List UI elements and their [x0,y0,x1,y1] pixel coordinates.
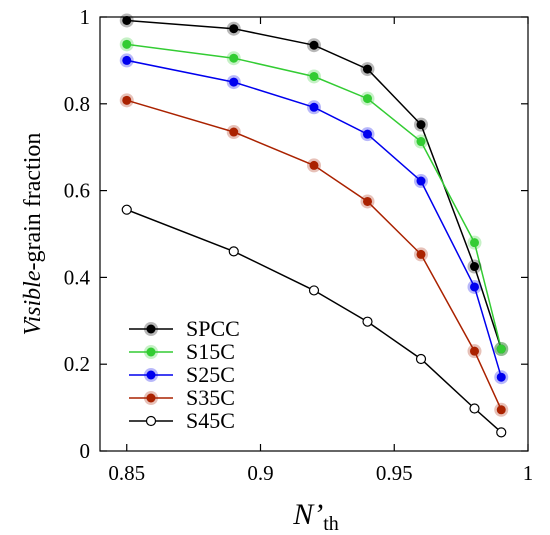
legend-marker [146,370,156,380]
series-line-S15C [126,43,503,350]
data-point-S15C [229,53,239,63]
data-point-S15C [416,137,426,147]
data-point-S35C [229,127,239,137]
data-point-SPCC [309,40,319,50]
legend-marker [145,415,157,427]
data-point-S25C [363,129,372,139]
data-point-S25C [496,372,506,382]
y-tick-label: 0.4 [64,265,91,289]
plot-frame [99,16,529,452]
data-point-SPCC [470,262,479,272]
legend-marker [146,347,156,357]
data-point-S15C [496,344,506,354]
data-point-S25C [229,77,239,87]
data-point-S45C [469,403,480,414]
data-point-S35C [363,196,372,206]
data-point-S35C [416,249,426,259]
data-point-SPCC [363,64,372,74]
y-axis-title: Visible-grain fraction [20,133,46,336]
x-tick-label: 0.9 [247,461,273,485]
x-axis-title: N’th [292,498,339,535]
data-point-S15C [363,94,372,104]
series-markers [119,13,509,438]
data-point-SPCC [122,15,132,25]
axis-ticks: 0.85 0.9 0.95 1 0 0.2 0.4 0.6 0.8 1 [64,5,534,485]
series-line-S45C [126,209,502,433]
y-tick-label: 1 [80,5,91,29]
data-point-S15C [470,238,479,248]
data-point-S35C [122,95,132,105]
legend-label: SPCC [186,316,240,341]
data-point-S25C [122,55,132,65]
data-point-S45C [308,285,320,296]
data-point-S45C [362,316,373,327]
data-point-S45C [121,204,132,215]
data-point-S25C [309,102,319,112]
data-point-S15C [309,71,319,81]
legend-label: S45C [186,408,235,433]
x-tick-label: 0.85 [108,461,145,485]
data-point-S45C [496,427,507,438]
series-line-S35C [126,99,502,411]
data-point-S15C [122,39,132,49]
data-point-S45C [228,246,239,257]
data-point-SPCC [229,24,239,34]
legend-marker [146,324,156,334]
data-point-S25C [416,176,426,186]
y-tick-label: 0.6 [64,179,90,203]
data-point-S25C [470,282,479,292]
legend-marker [146,393,156,403]
data-point-S35C [496,405,506,415]
x-tick-label: 1 [523,461,534,485]
y-tick-label: 0.8 [64,92,90,116]
x-tick-label: 0.95 [376,461,413,485]
legend-label: S25C [186,362,235,387]
data-point-S45C [415,353,427,365]
y-tick-label: 0 [80,439,91,463]
legend-label: S35C [186,385,235,410]
y-tick-label: 0.2 [64,352,90,376]
data-point-S35C [309,160,319,170]
legend-label: S15C [186,339,235,364]
data-point-S35C [470,346,479,356]
data-point-SPCC [416,120,426,130]
